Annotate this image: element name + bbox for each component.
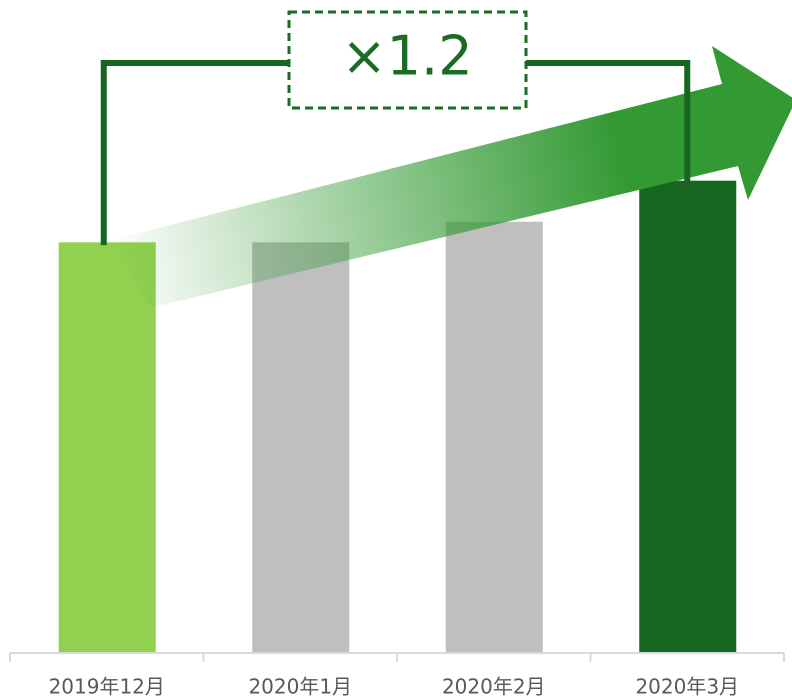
trend-arrow (112, 46, 792, 308)
annotation: ×1.2 (341, 25, 472, 88)
bar (639, 180, 737, 653)
x-tick-label: 2020年1月 (248, 675, 352, 699)
x-tick-label: 2020年3月 (635, 675, 739, 699)
bar (58, 242, 156, 654)
bar (445, 221, 543, 653)
bars (58, 180, 737, 654)
x-tick-label: 2019年12月 (49, 675, 165, 699)
annotation-box (287, 10, 528, 110)
x-tick-label: 2020年2月 (442, 675, 546, 699)
bar (252, 242, 350, 654)
